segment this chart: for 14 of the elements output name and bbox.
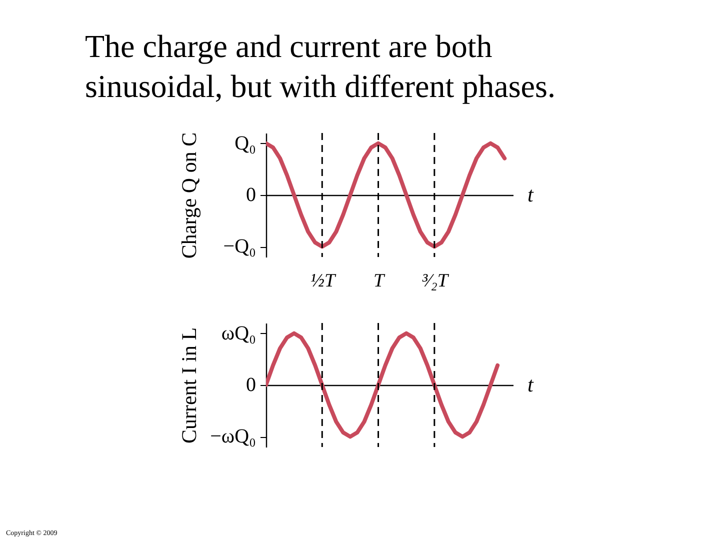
chart-title: The charge and current are both sinusoidal, but with different phases. — [85, 27, 556, 106]
y-axis-title: Charge Q on C — [177, 132, 201, 259]
text: ωQ₀ — [221, 322, 256, 344]
x-tick-label: ½T — [310, 270, 336, 292]
x-tick-label: ³⁄₂T — [422, 270, 450, 292]
text: 0 — [246, 374, 256, 396]
y-axis-title: Current I in L — [177, 327, 201, 444]
x-tick-label: T — [373, 270, 386, 292]
x-axis-title: t — [528, 182, 534, 206]
text: −Q₀ — [223, 236, 256, 258]
x-axis-title: t — [528, 372, 534, 396]
text: −ωQ₀ — [210, 426, 256, 448]
text: 0 — [246, 184, 256, 206]
text: Q₀ — [234, 132, 256, 154]
